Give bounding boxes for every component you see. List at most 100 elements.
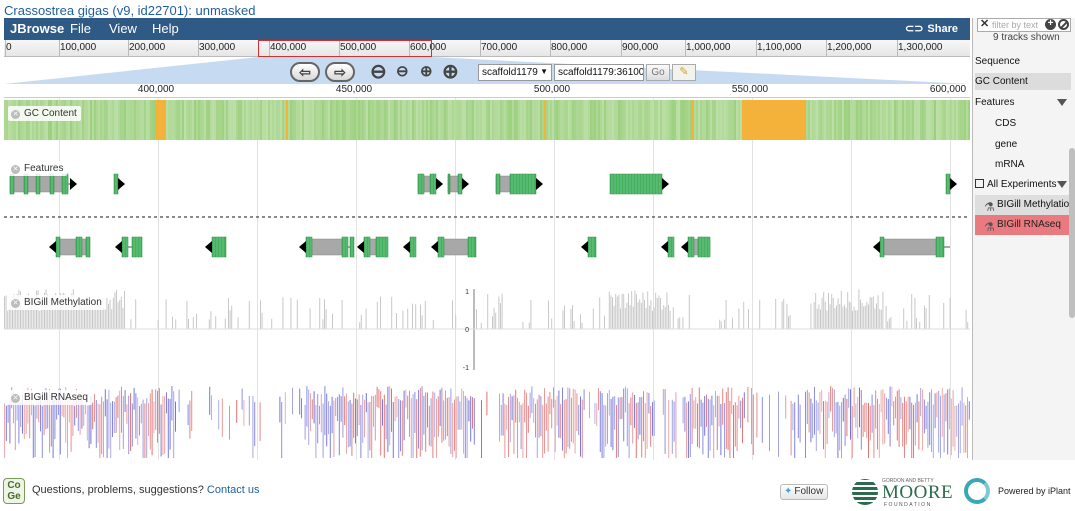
close-icon[interactable]: ✕ <box>11 394 20 403</box>
sidebar-scrollbar[interactable] <box>1069 148 1075 318</box>
rnaseq-track-label[interactable]: ✕ BIGill RNAseq <box>8 390 92 405</box>
pan-right-button[interactable]: ⇨ <box>325 62 355 82</box>
gc-content-track-label[interactable]: ✕ GC Content <box>8 106 81 121</box>
ban-icon[interactable] <box>1058 19 1069 30</box>
coge-logo[interactable]: Co Ge <box>3 478 25 504</box>
gc-bin <box>270 100 272 140</box>
sidebar-item-features[interactable]: Features <box>975 94 1071 111</box>
clear-filter-icon[interactable]: ✕ <box>980 18 990 30</box>
gc-bin <box>564 100 566 140</box>
track-area[interactable]: 1 0 -1 ✕ GC Content ✕ Features ✕ BIGill Met… <box>4 98 970 460</box>
rnaseq-read <box>351 403 353 456</box>
sidebar-item-all-experiments[interactable]: All Experiments <box>975 176 1071 193</box>
share-button[interactable]: ⊂⊃ Share <box>905 22 958 35</box>
highlight-button[interactable]: ✎ <box>672 64 696 81</box>
twitter-follow-button[interactable]: ✦ Follow <box>780 484 828 500</box>
reference-sequence-value: scaffold1179 <box>482 67 538 78</box>
methylation-bar <box>455 315 457 329</box>
zoom-out-large-button[interactable]: ⊖ <box>370 62 387 82</box>
go-button[interactable]: Go <box>646 64 670 81</box>
menu-view[interactable]: View <box>109 21 137 36</box>
gc-bin <box>322 100 324 140</box>
methylation-track-label[interactable]: ✕ BIGill Methylation <box>8 295 106 310</box>
gc-bin <box>94 100 96 140</box>
sidebar-item-gene[interactable]: gene <box>995 139 1018 150</box>
rnaseq-read <box>241 388 243 410</box>
gc-bin <box>656 100 658 140</box>
gc-bin <box>184 100 186 140</box>
gc-bin <box>956 100 958 140</box>
rnaseq-read <box>707 398 709 458</box>
features-track-label[interactable]: ✕ Features <box>8 161 68 176</box>
rnaseq-read <box>448 397 450 447</box>
gc-bin <box>960 100 962 140</box>
contact-link[interactable]: Contact us <box>206 484 260 496</box>
rnaseq-read <box>470 396 472 442</box>
overview-tick: 800,000 <box>549 40 588 56</box>
rnaseq-read <box>824 400 826 458</box>
rnaseq-read <box>826 401 828 444</box>
gc-bin <box>490 100 492 140</box>
rnaseq-read <box>689 394 691 458</box>
track-filter-input[interactable]: ✕ filter by text + <box>977 18 1071 32</box>
methylation-bar <box>360 314 362 329</box>
gc-bin <box>212 100 214 140</box>
rnaseq-read <box>427 392 428 428</box>
overview-tick: 1,200,000 <box>826 40 872 56</box>
rnaseq-read <box>137 397 139 445</box>
zoom-in-large-button[interactable]: ⊕ <box>442 62 459 82</box>
pan-left-button[interactable]: ⇦ <box>290 62 320 82</box>
methylation-bar <box>871 297 873 329</box>
zoom-out-small-button[interactable]: ⊖ <box>396 64 409 80</box>
gc-bin <box>946 100 948 140</box>
reference-sequence-select[interactable]: scaffold1179 ▼ <box>478 64 552 81</box>
caret-down-icon[interactable] <box>1057 181 1067 188</box>
plus-icon[interactable]: + <box>1045 19 1056 30</box>
menu-file[interactable]: File <box>70 21 91 36</box>
methylation-bar <box>92 304 93 329</box>
gc-bin <box>604 100 606 140</box>
overview-tick: 300,000 <box>197 40 236 56</box>
methylation-bar <box>53 298 55 329</box>
rnaseq-read <box>25 395 27 434</box>
experiment-rnaseq[interactable]: ⚗ BIGill RNAseq <box>975 215 1071 235</box>
sidebar-item-cds[interactable]: CDS <box>995 118 1017 129</box>
gc-bin <box>914 100 916 140</box>
overview-visible-region[interactable] <box>258 40 432 57</box>
follow-label: Follow <box>794 486 824 497</box>
rnaseq-read <box>956 405 958 437</box>
rnaseq-read <box>337 396 338 421</box>
sidebar-item-sequence[interactable]: Sequence <box>975 56 1021 67</box>
methylation-bar <box>839 304 841 329</box>
footer-question: Questions, problems, suggestions? Contac… <box>32 484 259 496</box>
close-icon[interactable]: ✕ <box>11 165 20 174</box>
menu-help[interactable]: Help <box>152 21 179 36</box>
moore-foundation-logo[interactable]: GORDON AND BETTY MOORE FOUNDATION <box>852 478 953 508</box>
methylation-bar <box>672 307 674 329</box>
rnaseq-read <box>821 390 823 412</box>
gc-bin <box>532 100 534 140</box>
methylation-bar <box>828 292 829 329</box>
overview-scale[interactable]: 0 100,000 200,000 300,000 400,000 500,00… <box>4 40 970 57</box>
iplant-logo[interactable]: Powered by iPlant <box>964 478 1074 506</box>
close-icon[interactable]: ✕ <box>11 110 20 119</box>
rnaseq-read <box>841 402 842 458</box>
rnaseq-read <box>281 402 283 458</box>
zoom-in-small-button[interactable]: ⊕ <box>420 64 433 80</box>
sidebar-item-gc-content[interactable]: GC Content <box>975 73 1071 90</box>
caret-down-icon[interactable] <box>1057 99 1067 106</box>
gc-bin <box>232 100 234 140</box>
methylation-bar <box>668 304 669 329</box>
rnaseq-read <box>130 393 131 451</box>
methylation-bar <box>87 307 89 329</box>
rnaseq-read <box>916 394 918 423</box>
strand-arrow-icon <box>70 178 77 190</box>
location-input[interactable]: scaffold1179:36100 <box>554 64 644 81</box>
gc-bin <box>124 100 126 140</box>
brand-label: JBrowse <box>10 21 65 36</box>
sidebar-item-mrna[interactable]: mRNA <box>995 159 1025 170</box>
experiment-methylation[interactable]: ⚗ BIGill Methylation <box>975 195 1071 215</box>
close-icon[interactable]: ✕ <box>11 299 20 308</box>
rnaseq-read <box>682 397 684 424</box>
rnaseq-read <box>418 389 419 449</box>
